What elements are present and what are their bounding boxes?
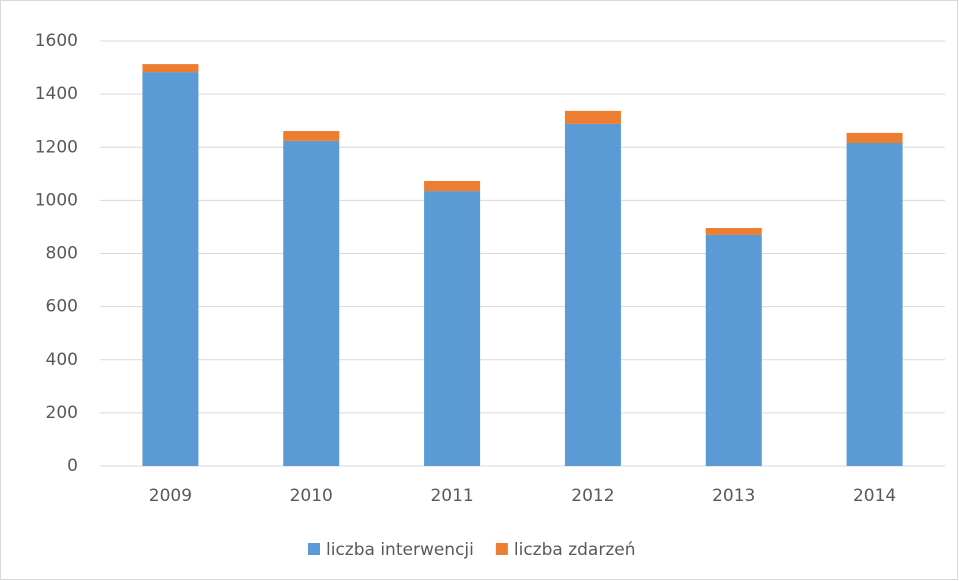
bar-segment [424, 180, 481, 192]
x-tick-label: 2014 [853, 486, 896, 506]
x-tick-label: 2009 [149, 486, 192, 506]
bar-segment [142, 64, 199, 73]
bar-segment [424, 191, 481, 466]
y-tick-label: 1200 [35, 137, 78, 157]
x-tick-label: 2013 [712, 486, 755, 506]
bar-segment [846, 143, 903, 466]
bar-segment [142, 72, 199, 466]
y-tick-label: 1000 [35, 190, 78, 210]
bar-segment [564, 110, 621, 124]
x-tick-label: 2011 [430, 486, 473, 506]
y-tick-label: 1600 [35, 31, 78, 51]
bar-segment [283, 140, 340, 466]
bar-segment [564, 123, 621, 466]
y-tick-label: 200 [46, 403, 78, 423]
y-tick-label: 600 [46, 297, 78, 317]
y-tick-label: 800 [46, 244, 78, 264]
bar-segment [705, 234, 762, 466]
x-tick-label: 2012 [571, 486, 614, 506]
legend-label: liczba zdarzeń [514, 540, 636, 560]
y-tick-label: 1400 [35, 84, 78, 104]
x-tick-label: 2010 [290, 486, 333, 506]
y-tick-label: 0 [67, 456, 78, 476]
legend-label: liczba interwencji [326, 540, 474, 560]
legend-swatch [308, 543, 320, 555]
legend-swatch [495, 543, 508, 555]
bar-segment [846, 132, 903, 143]
bar-segment [283, 131, 340, 141]
y-tick-label: 400 [46, 350, 78, 370]
bar-segment [705, 228, 762, 235]
